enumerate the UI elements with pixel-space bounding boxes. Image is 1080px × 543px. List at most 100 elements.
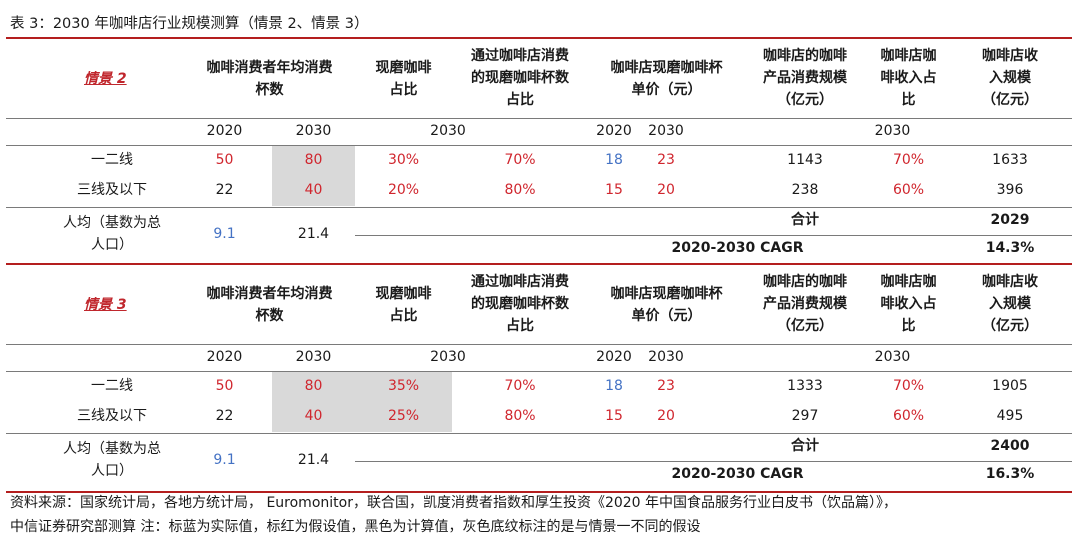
- legend-note: 中信证券研究部测算 注：标蓝为实际值，标红为假设值，黑色为计算值，灰色底纹标注的…: [10, 519, 701, 535]
- store-share-value: 80%: [504, 182, 536, 198]
- header-product-scale-line: 产品消费规模: [763, 70, 847, 86]
- header-fresh-share: 现磨咖啡 占比: [355, 283, 452, 327]
- revenue-scale-value: 396: [996, 182, 1024, 198]
- cups-2030-value: 40: [304, 408, 323, 424]
- cagr-label: 2020-2030 CAGR: [671, 466, 804, 482]
- total-label: 合计: [791, 438, 819, 454]
- header-revenue-scale-line: 入规模: [989, 296, 1031, 312]
- product-scale-value: 297: [791, 408, 819, 424]
- header-fresh-share-line: 现磨咖啡: [375, 60, 432, 76]
- header-fresh-share-line: 占比: [389, 308, 418, 324]
- header-revenue-scale-line: （亿元）: [982, 318, 1038, 334]
- total-value: 2400: [990, 438, 1030, 454]
- revenue-scale-value: 495: [996, 408, 1024, 424]
- year-share-2030: 2030: [874, 123, 911, 139]
- price-2030-value: 20: [657, 408, 675, 424]
- header-cups-line: 咖啡消费者年均消费: [206, 286, 333, 302]
- revenue-share-value: 70%: [892, 378, 925, 394]
- year-price-2030: 2030: [648, 349, 684, 365]
- header-product-scale-line: 产品消费规模: [763, 296, 847, 312]
- product-scale-value: 238: [791, 182, 819, 198]
- bottom-rule: [6, 491, 1072, 493]
- header-store-share-line: 通过咖啡店消费: [471, 48, 569, 64]
- total-divider: [355, 461, 1072, 462]
- product-scale-value: 1143: [787, 152, 823, 168]
- price-2030-value: 23: [657, 378, 675, 394]
- rows-divider: [6, 207, 1072, 208]
- store-share-value: 70%: [504, 378, 536, 394]
- header-product-scale: 咖啡店的咖啡 产品消费规模 （亿元）: [745, 45, 865, 111]
- header-revenue-share: 咖啡店咖 啡收入占比: [865, 45, 952, 111]
- fresh-share-value: 25%: [387, 408, 420, 424]
- year-cups-2030: 2030: [295, 349, 332, 365]
- header-store-share-line: 通过咖啡店消费: [471, 274, 569, 290]
- price-2020-value: 18: [605, 378, 623, 394]
- per-capita-2020: 9.1: [213, 226, 236, 242]
- revenue-share-value: 60%: [892, 182, 925, 198]
- header-fresh-share-line: 现磨咖啡: [375, 286, 432, 302]
- header-unit-price-line: 单价（元）: [631, 82, 702, 98]
- per-capita-label-line: 人口）: [91, 237, 133, 253]
- header-product-scale: 咖啡店的咖啡 产品消费规模 （亿元）: [745, 271, 865, 337]
- header-store-share-line: 的现磨咖啡杯数: [471, 70, 569, 86]
- highlight-cups-2030: [272, 146, 355, 206]
- fresh-share-value: 35%: [387, 378, 420, 394]
- per-capita-label-line: 人口）: [91, 463, 133, 479]
- year-divider: [6, 371, 1072, 372]
- year-cups-2020: 2020: [206, 349, 243, 365]
- price-2030-value: 20: [657, 182, 675, 198]
- total-value: 2029: [990, 212, 1030, 228]
- price-2020-value: 18: [605, 152, 623, 168]
- year-share-2030: 2030: [874, 349, 911, 365]
- row-label: 一二线: [91, 152, 133, 168]
- source-note: 资料来源：国家统计局，各地方统计局， Euromonitor，联合国，凯度消费者…: [10, 495, 898, 511]
- header-revenue-share-line: 比: [901, 318, 916, 334]
- header-cups: 咖啡消费者年均消费 杯数: [184, 57, 355, 101]
- header-revenue-share: 咖啡店咖 啡收入占比: [865, 271, 952, 337]
- rows-divider: [6, 433, 1072, 434]
- scenario-top-rule: [6, 263, 1072, 265]
- header-revenue-scale: 咖啡店收入规模 （亿元）: [952, 271, 1068, 337]
- header-unit-price-line: 咖啡店现磨咖啡杯: [610, 60, 723, 76]
- year-cups-2030: 2030: [295, 123, 332, 139]
- total-label: 合计: [791, 212, 819, 228]
- per-capita-2030: 21.4: [297, 226, 330, 242]
- fresh-share-value: 20%: [387, 182, 420, 198]
- header-unit-price: 咖啡店现磨咖啡杯 单价（元）: [588, 283, 745, 327]
- header-revenue-share-line: 咖啡店咖: [880, 48, 937, 64]
- cups-2020-value: 50: [215, 378, 234, 394]
- revenue-scale-value: 1905: [992, 378, 1028, 394]
- revenue-share-value: 60%: [892, 408, 925, 424]
- header-store-share-line: 的现磨咖啡杯数: [471, 296, 569, 312]
- year-store-2030: 2030: [430, 349, 466, 365]
- year-price-2030: 2030: [648, 123, 684, 139]
- header-unit-price: 咖啡店现磨咖啡杯 单价（元）: [588, 57, 745, 101]
- store-share-value: 70%: [504, 152, 536, 168]
- cups-2020-value: 22: [215, 408, 234, 424]
- cups-2030-value: 40: [304, 182, 323, 198]
- row-label: 三线及以下: [77, 408, 147, 424]
- highlight-fresh-share: [355, 372, 452, 432]
- row-label: 三线及以下: [77, 182, 147, 198]
- header-store-share-line: 占比: [506, 92, 534, 108]
- year-price-2020: 2020: [596, 349, 632, 365]
- price-2030-value: 23: [657, 152, 675, 168]
- header-product-scale-line: 咖啡店的咖啡: [763, 48, 847, 64]
- header-revenue-scale-line: 咖啡店收: [982, 274, 1038, 290]
- price-2020-value: 15: [605, 182, 623, 198]
- header-cups-line: 咖啡消费者年均消费: [206, 60, 333, 76]
- scenario-name: 情景 3: [84, 297, 127, 313]
- scenario-top-rule: [6, 37, 1072, 39]
- header-product-scale-line: （亿元）: [777, 92, 833, 108]
- per-capita-label-line: 人均（基数为总: [63, 215, 161, 231]
- cups-2020-value: 50: [215, 152, 234, 168]
- header-revenue-scale-line: 咖啡店收: [982, 48, 1038, 64]
- per-capita-label: 人均（基数为总 人口）: [40, 438, 184, 482]
- row-label: 一二线: [91, 378, 133, 394]
- revenue-share-value: 70%: [892, 152, 925, 168]
- header-cups-line: 杯数: [255, 308, 284, 324]
- cups-2020-value: 22: [215, 182, 234, 198]
- year-store-2030: 2030: [430, 123, 466, 139]
- cups-2030-value: 80: [304, 152, 323, 168]
- header-divider: [6, 344, 1072, 345]
